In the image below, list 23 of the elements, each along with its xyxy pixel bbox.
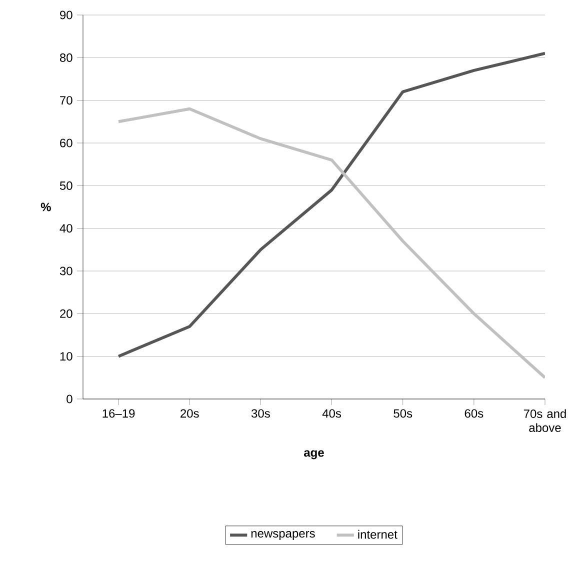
x-tick-label: 40s <box>322 409 341 418</box>
x-tick-label: 20s <box>180 409 199 418</box>
x-tick-label: 70s and above <box>524 409 566 432</box>
y-tick-label: 20 <box>60 309 72 318</box>
x-tick-label: 60s <box>464 409 484 418</box>
y-tick-label: 40 <box>60 224 72 233</box>
x-tick-label: 16–19 <box>102 409 135 418</box>
y-tick-label: 90 <box>60 10 72 20</box>
y-tick-label: 60 <box>60 138 72 148</box>
x-axis-title: age <box>304 450 324 460</box>
y-tick-label: 0 <box>66 394 72 404</box>
legend-label: newspapers <box>251 531 315 540</box>
x-tick-label: 30s <box>251 409 270 418</box>
y-tick-label: 30 <box>60 266 72 276</box>
line-series <box>117 52 545 358</box>
y-axis-title: % <box>40 202 51 212</box>
legend-label: internet <box>358 530 398 539</box>
y-tick-label: 50 <box>60 181 72 190</box>
x-tick-label: 50s <box>394 409 412 418</box>
y-tick-label: 80 <box>60 53 72 62</box>
y-tick-label: 70 <box>60 96 72 105</box>
y-tick-label: 10 <box>60 352 72 361</box>
line-series <box>117 107 545 380</box>
